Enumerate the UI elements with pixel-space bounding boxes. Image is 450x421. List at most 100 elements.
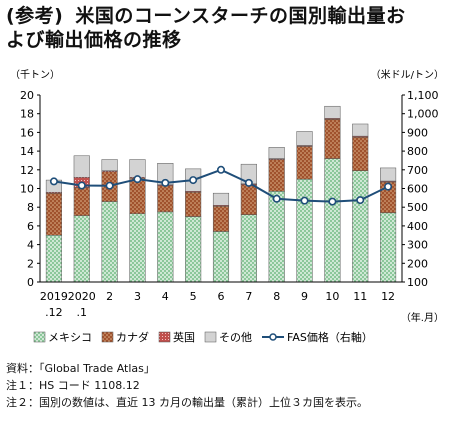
bar-segment-4 (380, 167, 397, 182)
price-point (105, 181, 114, 190)
bar-segment-2 (185, 191, 202, 217)
bars (45, 105, 397, 283)
price-point (217, 165, 226, 174)
right-tick-label: 600 (407, 183, 428, 196)
left-tick-label: 0 (27, 276, 34, 289)
legend-label-1: メキシコ (48, 331, 92, 344)
bar-segment-4 (268, 147, 285, 159)
bar-segment-4 (101, 159, 118, 171)
left-tick-label: 12 (20, 164, 34, 177)
bar-segment-1 (157, 211, 174, 283)
right-tick-label: 400 (407, 220, 428, 233)
price-point (384, 182, 393, 191)
left-tick-label: 6 (27, 220, 34, 233)
bar-segment-4 (352, 123, 369, 137)
right-tick-label: 700 (407, 164, 428, 177)
title-line-2: よび輸出価格の推移 (6, 29, 182, 51)
x-tick-label: 4 (162, 290, 169, 303)
price-point (244, 178, 253, 187)
right-tick-label: 200 (407, 257, 428, 270)
price-point (356, 196, 365, 205)
bar-segment-4 (129, 159, 146, 178)
bar-segment-4 (212, 192, 230, 206)
legend-line-marker (269, 333, 277, 341)
bar-segment-2 (352, 136, 369, 171)
left-tick-label: 16 (20, 126, 34, 139)
left-tick-label: 2 (27, 257, 34, 270)
price-point (77, 181, 86, 190)
chart: （千トン） （米ドル/トン） 0 2 4 6 8 10 12 14 16 18 20 100 200 3… (10, 68, 444, 344)
left-axis-ticks: 0 2 4 6 8 10 12 14 16 18 20 (20, 89, 40, 289)
bar-segment-2 (45, 192, 62, 236)
right-tick-label: 800 (407, 145, 428, 158)
x-tick-label: 5 (190, 290, 197, 303)
bar-segment-2 (268, 159, 285, 192)
bar-segment-1 (73, 215, 90, 283)
x-tick-label: 2019 (40, 290, 68, 303)
legend-swatch-2 (101, 331, 114, 343)
notes: 資料：「Global Trade Atlas」 注１：HS コード 1108.1… (6, 360, 368, 411)
bar-segment-1 (380, 212, 397, 283)
left-tick-label: 10 (20, 183, 34, 196)
legend-label-2: カナダ (116, 330, 149, 344)
price-point (189, 176, 198, 185)
chart-title: (参考) 米国のコーンスターチの国別輸出量お よび輸出価格の推移 (6, 4, 446, 52)
x-tick-label: 3 (134, 290, 141, 303)
legend-label-line: FAS価格（右軸） (287, 330, 373, 344)
x-tick-label: .1 (77, 306, 88, 319)
price-point (328, 197, 337, 206)
legend-swatch-4 (204, 331, 217, 343)
right-axis-unit: （米ドル/トン） (371, 68, 444, 81)
x-tick-label: 11 (353, 290, 367, 303)
left-tick-label: 20 (20, 89, 34, 102)
bar-segment-1 (324, 158, 341, 283)
x-tick-label: .12 (45, 306, 63, 319)
x-tick-label: 6 (218, 290, 225, 303)
bar-segment-4 (324, 105, 341, 119)
x-tick-label: 2 (106, 290, 113, 303)
title-line-1: 米国のコーンスターチの国別輸出量お (75, 5, 406, 27)
bar-segment-1 (212, 231, 230, 283)
legend-label-4: その他 (219, 331, 252, 344)
bar-segment-1 (240, 214, 257, 283)
x-tick-label: 9 (301, 290, 308, 303)
x-tick-label: 10 (325, 290, 339, 303)
title-label: (参考) (6, 5, 64, 27)
bar-segment-1 (352, 170, 369, 283)
bar-segment-2 (157, 185, 174, 213)
bar-segment-1 (185, 216, 202, 283)
legend: メキシコ カナダ 英国 その他 FAS価格（右軸） (33, 330, 373, 344)
x-tick-label: 2020 (68, 290, 96, 303)
price-line (49, 165, 393, 206)
right-tick-label: 900 (407, 126, 428, 139)
price-point (49, 177, 58, 186)
note-1: 注１：HS コード 1108.12 (6, 379, 140, 392)
bar-segment-1 (101, 201, 118, 283)
bar-segment-1 (45, 235, 62, 283)
x-tick-label: 8 (273, 290, 280, 303)
left-tick-label: 8 (27, 201, 34, 214)
right-tick-label: 300 (407, 239, 428, 252)
price-point (272, 194, 281, 203)
right-tick-label: 1,100 (407, 89, 439, 102)
bar-segment-2 (324, 119, 341, 159)
bar-segment-1 (129, 213, 146, 283)
axes (39, 95, 403, 283)
price-point (133, 175, 142, 184)
legend-swatch-1 (33, 331, 46, 343)
left-axis-unit: （千トン） (10, 69, 60, 81)
x-tick-label: 12 (381, 290, 395, 303)
x-tick-label: 7 (245, 290, 252, 303)
bar-segment-1 (296, 178, 313, 283)
bar-segment-1 (268, 191, 285, 283)
bar-segment-2 (240, 184, 257, 215)
bar-segment-2 (296, 146, 313, 180)
bar-segment-2 (212, 206, 230, 232)
note-2: 注２：国別の数値は、直近 13 カ月の輸出量（累計）上位３カ国を表示。 (6, 396, 368, 409)
right-axis-ticks: 100 200 300 400 500 600 700 800 900 1,000 1,100 (402, 89, 439, 289)
right-tick-label: 500 (407, 201, 428, 214)
right-tick-label: 100 (407, 276, 428, 289)
note-source: 資料：「Global Trade Atlas」 (6, 362, 155, 375)
bar-segment-2 (129, 177, 146, 214)
